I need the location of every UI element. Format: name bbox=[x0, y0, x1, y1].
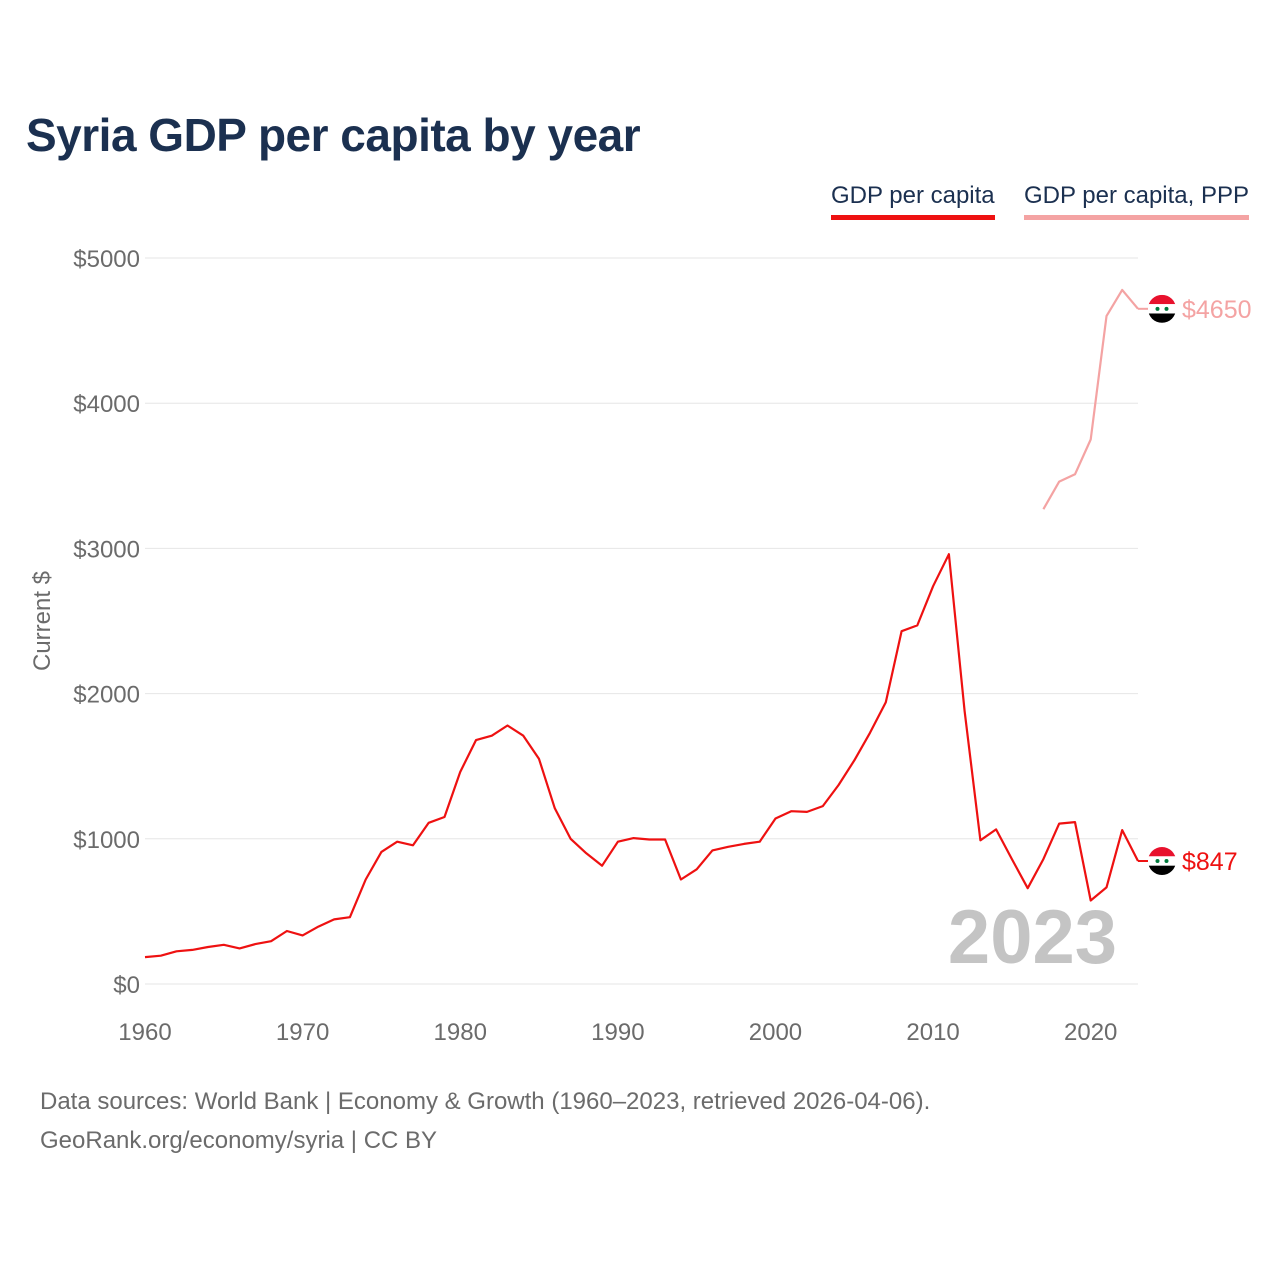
x-tick-label: 2020 bbox=[1064, 1019, 1117, 1046]
attribution-note: GeoRank.org/economy/syria | CC BY bbox=[40, 1127, 438, 1154]
legend-item-gdp-per-capita[interactable]: GDP per capita bbox=[831, 182, 995, 220]
end-value-label: $847 bbox=[1182, 848, 1238, 876]
y-axis-label: Current $ bbox=[29, 571, 56, 671]
year-annotation: 2023 bbox=[948, 895, 1117, 980]
series-line-gdp-per-capita bbox=[144, 553, 1139, 959]
y-tick-label: $1000 bbox=[73, 827, 140, 854]
legend-swatch bbox=[1024, 215, 1249, 220]
legend-swatch bbox=[831, 215, 995, 220]
end-value-label: $4650 bbox=[1182, 296, 1252, 324]
y-tick-label: $3000 bbox=[73, 536, 140, 563]
x-tick-label: 2000 bbox=[749, 1019, 802, 1046]
syria-flag-icon bbox=[1148, 294, 1176, 323]
chart-title: Syria GDP per capita by year bbox=[26, 109, 641, 161]
x-tick-label: 1970 bbox=[276, 1019, 329, 1046]
legend-label: GDP per capita bbox=[831, 182, 995, 209]
y-tick-label: $0 bbox=[113, 972, 140, 999]
syria-flag-icon bbox=[1148, 847, 1176, 876]
legend-item-gdp-per-capita-ppp[interactable]: GDP per capita, PPP bbox=[1024, 182, 1249, 220]
x-tick-label: 2010 bbox=[906, 1019, 959, 1046]
x-tick-label: 1980 bbox=[434, 1019, 487, 1046]
y-tick-label: $4000 bbox=[73, 391, 140, 418]
y-tick-label: $2000 bbox=[73, 682, 140, 709]
series-line-gdp-per-capita-ppp bbox=[1042, 288, 1139, 510]
x-tick-label: 1990 bbox=[591, 1019, 644, 1046]
x-tick-label: 1960 bbox=[118, 1019, 171, 1046]
data-source-note: Data sources: World Bank | Economy & Gro… bbox=[40, 1088, 931, 1115]
y-tick-label: $5000 bbox=[73, 246, 140, 273]
legend-label: GDP per capita, PPP bbox=[1024, 182, 1249, 209]
